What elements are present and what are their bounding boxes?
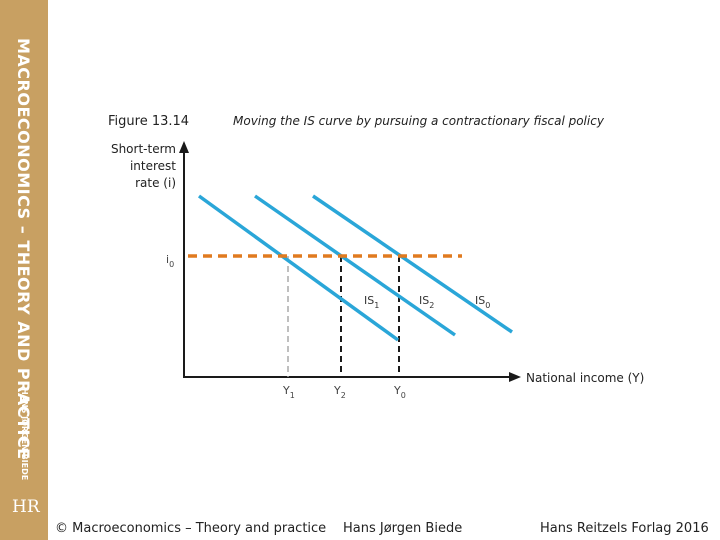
- publisher-logo: HR: [12, 497, 40, 517]
- is2-label: IS2: [419, 294, 434, 310]
- x-axis-arrowhead: [509, 372, 521, 382]
- is1-label: IS1: [364, 294, 379, 310]
- figure-number: Figure 13.14: [108, 114, 189, 129]
- is1-curve: [197, 194, 400, 342]
- y1-tick-label: Y1: [282, 384, 295, 400]
- footer-copyright: © Macroeconomics – Theory and practice: [55, 521, 327, 536]
- y0-tick-label: Y0: [393, 384, 406, 400]
- x-axis-label: National income (Y): [526, 371, 644, 385]
- y-axis-label-line-2: interest: [130, 159, 176, 173]
- is0-curve: [312, 194, 513, 334]
- y-axis-label-line-3: rate (i): [135, 176, 176, 190]
- figure-caption: Moving the IS curve by pursuing a contra…: [233, 114, 605, 128]
- sidebar: MACROECONOMICS – THEORY AND PRACTICE HAN…: [0, 0, 48, 540]
- is2-curve: [254, 194, 456, 337]
- sidebar-author: HANS JØRGEN BIEDE: [20, 388, 29, 481]
- footer-publisher: Hans Reitzels Forlag 2016: [540, 521, 709, 536]
- y-axis-arrowhead: [179, 141, 189, 153]
- is0-label: IS0: [475, 294, 490, 310]
- sidebar-book-title: MACROECONOMICS – THEORY AND PRACTICE: [14, 38, 33, 460]
- y2-tick-label: Y2: [333, 384, 346, 400]
- footer-author: Hans Jørgen Biede: [343, 521, 463, 536]
- y-axis-label-line-1: Short-term: [111, 142, 176, 156]
- i0-tick-label: i0: [166, 253, 174, 269]
